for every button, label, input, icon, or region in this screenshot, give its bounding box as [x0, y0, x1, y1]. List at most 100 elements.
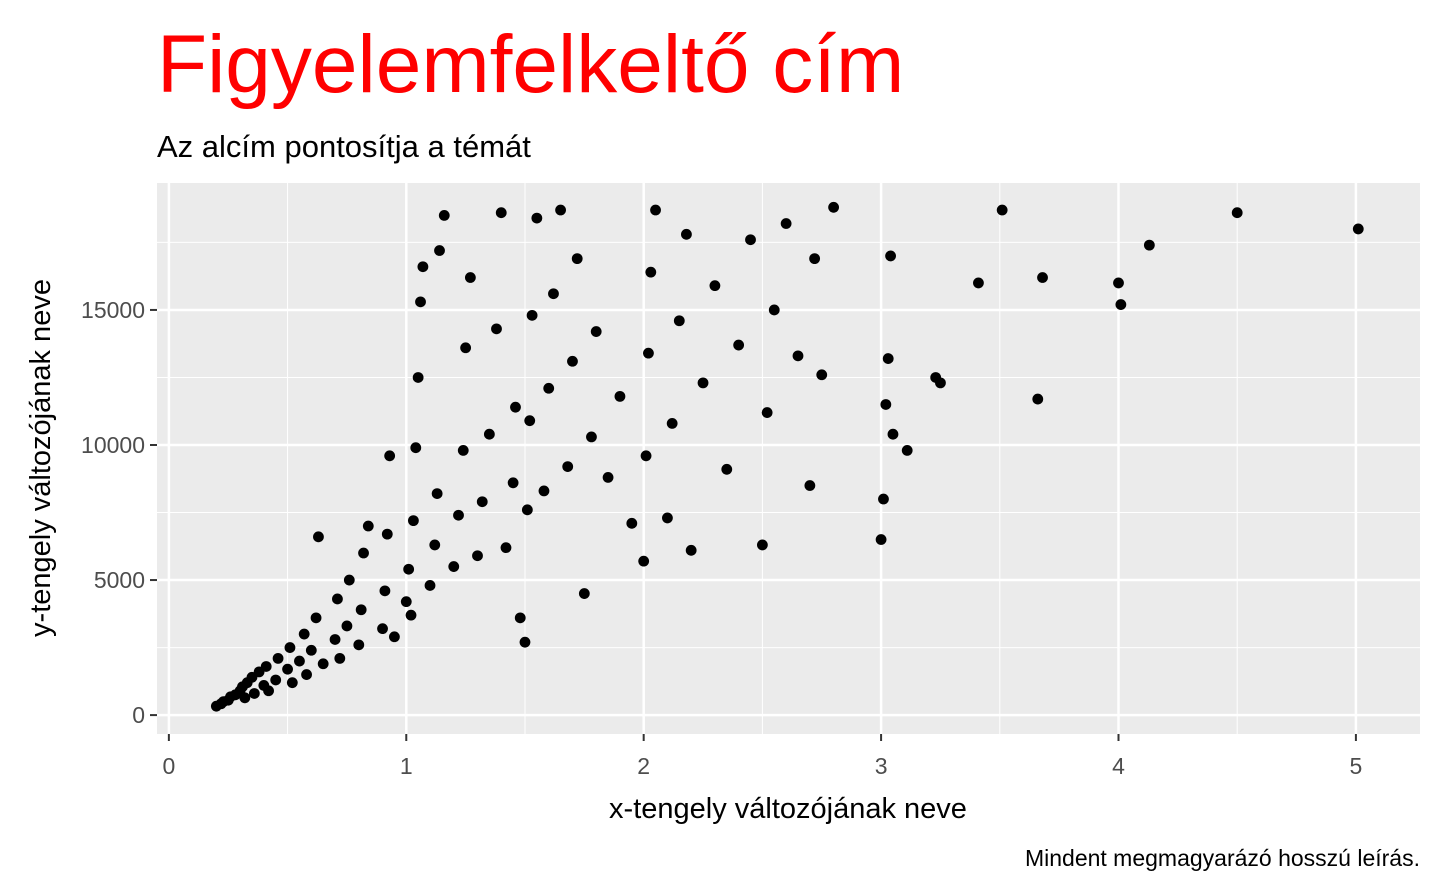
scatter-point	[640, 450, 652, 462]
scatter-point	[721, 463, 733, 475]
scatter-point	[343, 574, 355, 586]
scatter-point	[650, 204, 661, 216]
data-points	[210, 201, 1364, 712]
scatter-point	[476, 496, 488, 508]
scatter-point	[514, 612, 526, 624]
scatter-point	[429, 539, 441, 551]
scatter-point	[460, 342, 472, 354]
scatter-point	[400, 596, 412, 608]
scatter-point	[562, 461, 574, 473]
scatter-point	[434, 245, 445, 256]
scatter-point	[614, 390, 626, 402]
scatter-point	[538, 485, 550, 497]
scatter-point	[973, 277, 984, 289]
x-tick-label: 5	[1350, 753, 1363, 779]
scatter-point	[809, 253, 821, 265]
scatter-point	[685, 544, 697, 556]
x-tick-label: 3	[875, 753, 888, 779]
scatter-point	[334, 652, 346, 664]
scatter-point	[645, 266, 657, 278]
scatter-point	[272, 652, 284, 664]
scatter-point	[464, 272, 476, 283]
x-tick-label: 4	[1112, 753, 1125, 779]
scatter-point	[384, 450, 396, 462]
scatter-point	[531, 212, 543, 224]
scatter-point	[878, 493, 889, 505]
scatter-point	[887, 428, 899, 440]
scatter-point	[507, 477, 519, 489]
scatter-point	[643, 347, 654, 359]
scatter-point	[403, 563, 415, 575]
scatter-point	[697, 377, 709, 389]
scatter-point	[457, 444, 469, 456]
scatter-point	[666, 417, 678, 429]
scatter-point	[567, 355, 578, 367]
scatter-point	[305, 644, 317, 656]
scatter-point	[761, 407, 773, 418]
scatter-point	[294, 655, 305, 667]
x-tick-label: 1	[400, 753, 413, 779]
scatter-point	[381, 528, 393, 540]
scatter-point	[282, 663, 293, 675]
scatter-point	[555, 204, 566, 216]
scatter-point	[248, 688, 260, 699]
chart-caption: Mindent megmagyarázó hosszú leírás.	[1025, 845, 1420, 871]
scatter-point	[332, 593, 343, 605]
scatter-point	[412, 372, 424, 383]
scatter-point	[491, 323, 502, 335]
scatter-point	[355, 604, 367, 616]
scatter-point	[301, 669, 312, 680]
scatter-point	[1037, 272, 1048, 283]
scatter-point	[379, 585, 391, 597]
scatter-point	[745, 234, 756, 246]
scatter-point	[431, 488, 443, 500]
scatter-point	[880, 399, 892, 410]
scatter-point	[882, 353, 894, 364]
scatter-point	[317, 658, 329, 670]
scatter-point	[417, 261, 429, 273]
y-tick-label: 15000	[81, 297, 145, 323]
scatter-point	[483, 428, 495, 440]
plot-panel	[157, 183, 1420, 734]
scatter-point	[519, 636, 531, 648]
scatter-point	[804, 480, 816, 491]
y-tick-label: 0	[132, 702, 145, 728]
scatter-point	[828, 201, 840, 213]
scatter-point	[816, 369, 828, 381]
scatter-point	[590, 326, 602, 337]
scatter-point	[239, 692, 251, 704]
scatter-point	[526, 309, 538, 321]
gridlines	[157, 183, 1420, 734]
x-axis-label: x-tengely változójának neve	[609, 793, 967, 825]
chart-subtitle: Az alcím pontosítja a témát	[157, 129, 531, 164]
scatter-point	[626, 517, 638, 529]
scatter-point	[935, 377, 946, 389]
scatter-point	[548, 288, 559, 300]
x-tick-label: 0	[162, 753, 175, 779]
scatter-point	[448, 561, 460, 572]
x-tick-label: 2	[637, 753, 650, 779]
scatter-point	[1143, 239, 1155, 251]
y-tick-label: 10000	[81, 432, 145, 458]
scatter-point	[313, 531, 324, 543]
axis-ticks: 0 1 2 3 4 5 0 5000 10000 15000	[81, 297, 1362, 779]
scatter-point	[885, 250, 896, 262]
scatter-point	[329, 634, 341, 645]
scatter-point	[681, 228, 692, 240]
scatter-point	[453, 509, 464, 521]
scatter-point	[284, 642, 296, 653]
scatter-point	[662, 512, 673, 524]
scatter-point	[286, 677, 298, 689]
scatter-point	[310, 612, 322, 624]
scatter-point	[341, 620, 353, 632]
scatter-point	[756, 539, 768, 551]
scatter-point	[298, 628, 310, 640]
scatter-point	[500, 542, 512, 554]
y-tick-label: 5000	[94, 567, 145, 593]
scatter-point	[472, 550, 483, 562]
scatter-point	[673, 315, 685, 327]
scatter-point	[792, 350, 804, 362]
scatter-point	[638, 555, 650, 567]
scatter-point	[996, 204, 1008, 216]
